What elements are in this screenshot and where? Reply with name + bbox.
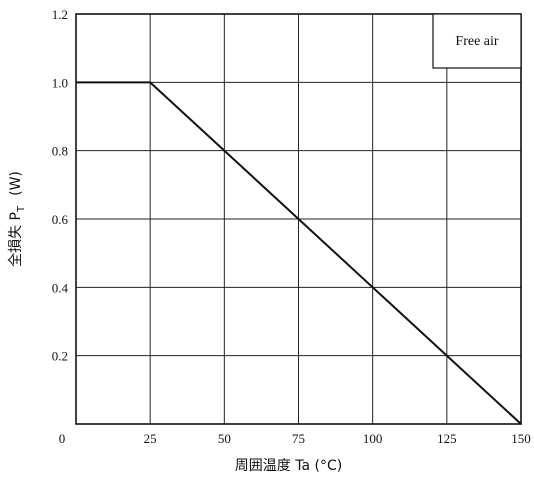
y-tick-labels: 0.2 0.4 0.6 0.8 1.0 1.2: [52, 7, 69, 364]
y-tick-label-5: 1.2: [52, 7, 68, 22]
x-tick-label-5: 125: [437, 431, 457, 446]
x-tick-label-4: 100: [363, 431, 383, 446]
y-tick-label-2: 0.6: [52, 212, 69, 227]
y-axis-label-unit: (W): [8, 171, 24, 196]
y-tick-label-0: 0.2: [52, 349, 68, 364]
x-axis-label: 周囲温度 Ta (°C): [235, 458, 342, 474]
x-tick-label-0: 0: [59, 431, 66, 446]
y-tick-label-4: 1.0: [52, 75, 68, 90]
legend-box: Free air: [433, 14, 521, 68]
x-tick-label-1: 25: [144, 431, 157, 446]
x-tick-labels: 0 25 50 75 100 125 150: [59, 431, 531, 446]
y-axis-label-subscript: T: [16, 205, 27, 213]
y-axis-label-main: 全損失 P: [7, 212, 24, 267]
y-tick-label-1: 0.4: [52, 280, 69, 295]
x-tick-label-6: 150: [511, 431, 531, 446]
x-tick-label-2: 50: [218, 431, 231, 446]
y-axis-label: 全損失 PT (W): [7, 171, 27, 267]
y-tick-label-3: 0.8: [52, 144, 68, 159]
x-tick-label-3: 75: [292, 431, 305, 446]
legend-text: Free air: [455, 34, 498, 49]
